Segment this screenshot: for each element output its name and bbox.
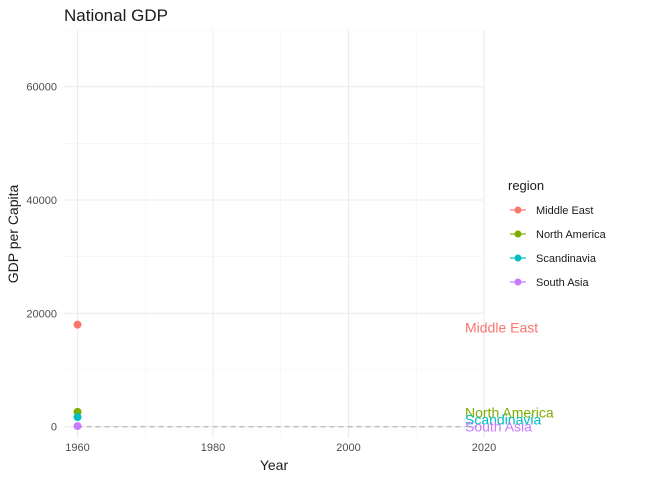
legend-key-point bbox=[514, 254, 522, 262]
x-tick-label: 1980 bbox=[201, 442, 225, 454]
series-end-label: Middle East bbox=[465, 320, 538, 336]
series-end-label: Scandinavia bbox=[465, 411, 541, 427]
legend: region Middle East North America Scandinav… bbox=[508, 178, 607, 289]
legend-items: Middle East North America Scandinavia South… bbox=[510, 205, 607, 289]
end-labels: Middle East North AmericaScandinaviaSouth… bbox=[465, 320, 554, 435]
y-tick-label: 20000 bbox=[26, 308, 57, 320]
data-point bbox=[73, 413, 82, 422]
x-tick-label: 1960 bbox=[65, 442, 89, 454]
legend-label: Scandinavia bbox=[536, 253, 597, 265]
legend-key-point bbox=[514, 278, 522, 286]
y-tick-label: 40000 bbox=[26, 195, 57, 207]
series-end-label: North America bbox=[465, 405, 554, 421]
y-tick-label: 60000 bbox=[26, 82, 57, 94]
legend-key-point bbox=[514, 206, 522, 214]
legend-key-point bbox=[514, 230, 522, 238]
y-axis-title: GDP per Capita bbox=[5, 185, 21, 284]
x-tick-label: 2020 bbox=[472, 442, 496, 454]
data-point bbox=[73, 320, 82, 329]
series-end-label: South Asia bbox=[465, 419, 532, 435]
legend-label: Middle East bbox=[536, 205, 593, 217]
legend-label: North America bbox=[536, 229, 607, 241]
x-axis-title: Year bbox=[260, 457, 289, 473]
data-point bbox=[73, 422, 82, 431]
grid bbox=[64, 29, 485, 438]
x-axis-ticks: 1960 1980 2000 2020 bbox=[65, 442, 496, 454]
y-tick-label: 0 bbox=[51, 422, 57, 434]
legend-title: region bbox=[508, 178, 544, 193]
chart-title: National GDP bbox=[64, 6, 168, 25]
y-axis-ticks: 0 20000 40000 60000 bbox=[26, 82, 57, 434]
data-points bbox=[73, 320, 82, 431]
legend-label: South Asia bbox=[536, 277, 589, 289]
x-tick-label: 2000 bbox=[336, 442, 360, 454]
